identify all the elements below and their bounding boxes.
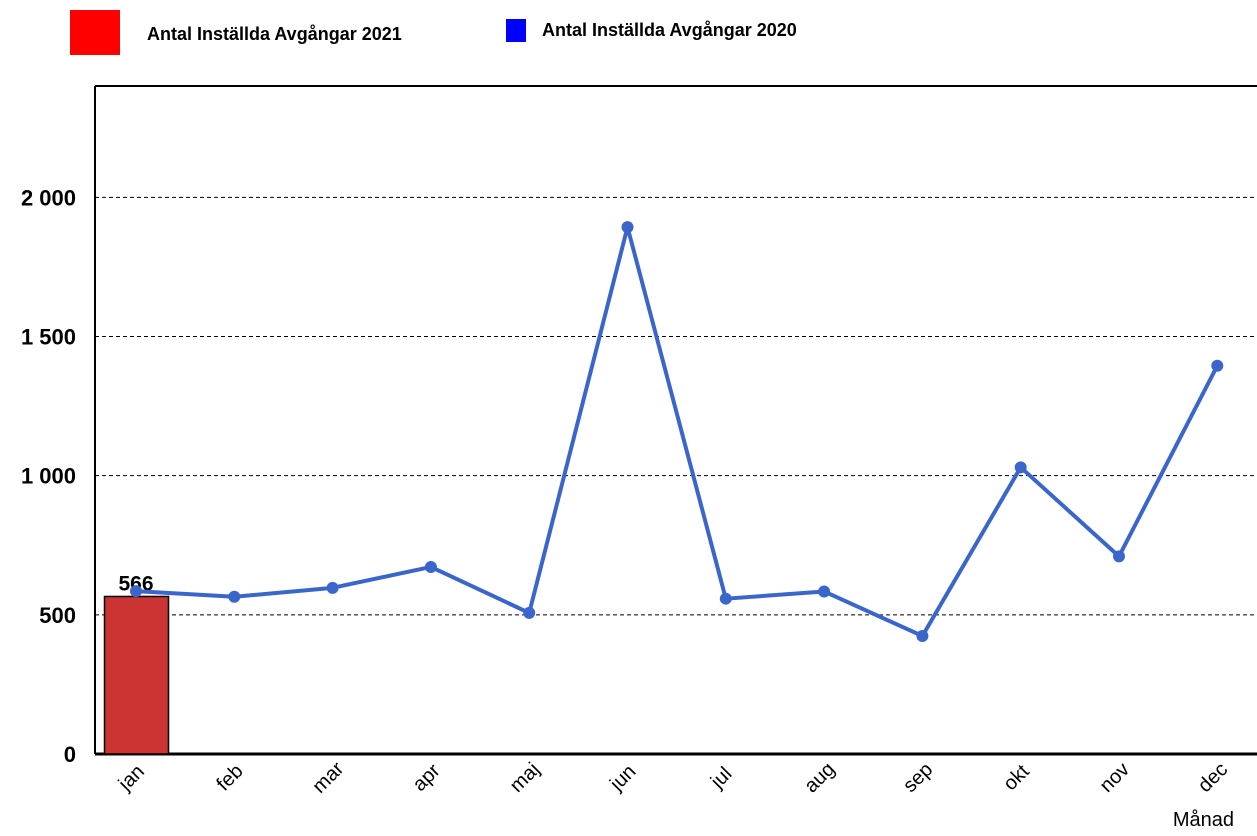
x-tick-label: maj bbox=[506, 759, 544, 797]
point-2020-nov bbox=[1113, 550, 1125, 563]
x-tick-label: aug bbox=[800, 758, 839, 797]
bar-2021-jan bbox=[103, 595, 170, 755]
x-tick-label: feb bbox=[212, 760, 247, 795]
x-axis-title: Månad bbox=[1173, 809, 1234, 831]
point-2020-jul bbox=[719, 592, 732, 605]
x-tick-label: dec bbox=[1194, 759, 1232, 797]
x-tick-label: nov bbox=[1096, 759, 1134, 797]
point-2020-jun bbox=[621, 221, 634, 234]
x-tick-label: jun bbox=[605, 761, 640, 796]
x-tick-label: mar bbox=[308, 758, 348, 798]
y-tick-label: 500 bbox=[39, 603, 76, 628]
y-tick-label: 2 000 bbox=[21, 185, 76, 210]
y-tick-label: 1 500 bbox=[21, 325, 76, 350]
legend-swatch-2021 bbox=[70, 10, 120, 55]
point-2020-mar bbox=[326, 581, 339, 594]
legend-label-2020: Antal Inställda Avgångar 2020 bbox=[542, 20, 797, 40]
legend-label-2021: Antal Inställda Avgångar 2021 bbox=[147, 24, 402, 44]
y-tick-label: 0 bbox=[64, 742, 76, 767]
line-2020 bbox=[135, 225, 1220, 638]
x-tick-label: jul bbox=[706, 763, 736, 793]
y-tick-label: 1 000 bbox=[21, 464, 76, 489]
x-tick-label: apr bbox=[409, 760, 445, 796]
point-2020-jan bbox=[130, 585, 142, 598]
point-2020-okt bbox=[1014, 461, 1027, 474]
point-2020-maj bbox=[523, 606, 536, 619]
x-tick-label: sep bbox=[899, 759, 937, 797]
point-2020-sep bbox=[916, 629, 929, 642]
point-2020-aug bbox=[818, 585, 831, 598]
x-tick-label: okt bbox=[999, 760, 1034, 795]
point-2020-feb bbox=[228, 590, 241, 603]
x-tick-label: jan bbox=[114, 761, 149, 796]
legend-swatch-2020 bbox=[506, 19, 526, 42]
point-2020-apr bbox=[424, 560, 437, 573]
point-2020-dec bbox=[1211, 359, 1224, 372]
